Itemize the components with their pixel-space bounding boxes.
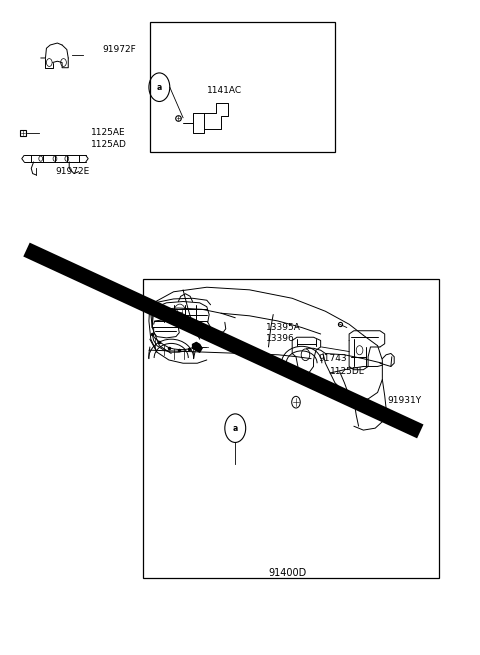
Text: a: a (156, 83, 162, 92)
Text: 1125AE: 1125AE (91, 128, 125, 137)
Bar (150, 22, 335, 152)
Text: 91400D: 91400D (268, 567, 307, 578)
Bar (143, 279, 439, 578)
Text: 91743: 91743 (318, 354, 347, 363)
Text: a: a (233, 424, 238, 433)
Text: 13395A: 13395A (266, 323, 301, 332)
Text: 1125DL: 1125DL (330, 367, 365, 375)
Text: 91972E: 91972E (55, 167, 89, 176)
Text: 1125AD: 1125AD (91, 140, 126, 149)
Polygon shape (192, 343, 202, 352)
Text: 1141AC: 1141AC (207, 86, 242, 95)
Text: 91972F: 91972F (102, 45, 136, 54)
Text: 91931Y: 91931Y (387, 396, 421, 405)
Text: 13396: 13396 (266, 334, 295, 343)
